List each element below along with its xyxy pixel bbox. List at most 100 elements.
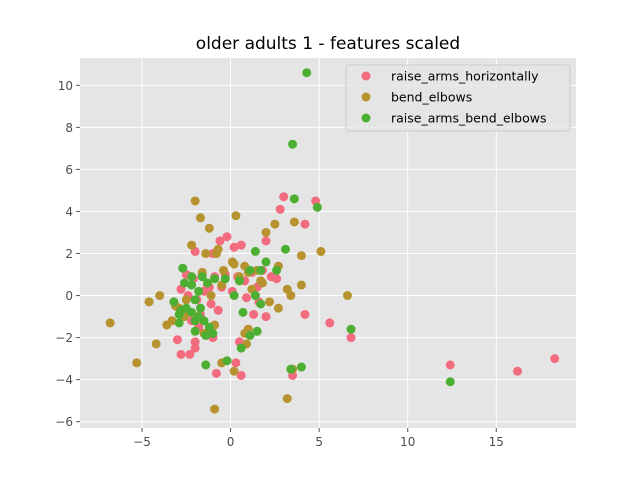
y-tick-label: −4 bbox=[55, 373, 73, 387]
x-tick-label: 15 bbox=[489, 435, 504, 449]
data-point bbox=[236, 370, 246, 380]
data-point bbox=[261, 257, 271, 267]
legend-box bbox=[345, 64, 571, 132]
y-tick-label: 0 bbox=[65, 289, 73, 303]
data-point bbox=[190, 343, 200, 353]
data-point bbox=[201, 249, 211, 259]
legend: raise_arms_horizontally bend_elbows raise_… bbox=[345, 64, 571, 132]
data-point bbox=[187, 280, 197, 290]
data-point bbox=[282, 394, 292, 404]
data-point bbox=[312, 202, 322, 212]
data-point bbox=[172, 335, 182, 345]
data-point bbox=[249, 309, 259, 319]
data-point bbox=[220, 274, 230, 284]
data-point bbox=[289, 217, 299, 227]
data-point bbox=[204, 223, 214, 233]
y-tick-label: −2 bbox=[55, 331, 73, 345]
data-point bbox=[273, 303, 283, 313]
data-point bbox=[203, 278, 213, 288]
data-point bbox=[256, 265, 266, 275]
data-point bbox=[245, 331, 255, 340]
data-point bbox=[187, 272, 197, 282]
y-tick-label: 4 bbox=[65, 205, 73, 219]
legend-label: raise_arms_horizontally bbox=[391, 69, 539, 84]
y-tick-label: 6 bbox=[65, 163, 73, 177]
data-point bbox=[252, 326, 262, 336]
data-point bbox=[174, 309, 184, 319]
data-point bbox=[280, 244, 290, 254]
data-point bbox=[238, 307, 248, 317]
data-points bbox=[105, 68, 560, 414]
data-point bbox=[279, 192, 289, 202]
data-point bbox=[190, 326, 200, 336]
data-point bbox=[270, 219, 280, 229]
data-point bbox=[155, 291, 165, 301]
data-point bbox=[242, 293, 252, 303]
data-point bbox=[250, 291, 260, 301]
data-point bbox=[236, 240, 246, 250]
data-point bbox=[195, 213, 205, 223]
data-point bbox=[176, 349, 186, 359]
data-point bbox=[197, 272, 207, 282]
data-point bbox=[342, 291, 352, 301]
data-point bbox=[174, 318, 184, 328]
data-point bbox=[265, 297, 275, 307]
data-point bbox=[190, 337, 200, 347]
y-tick-label: 8 bbox=[65, 121, 73, 135]
data-point bbox=[194, 286, 204, 296]
data-point bbox=[144, 297, 154, 307]
legend-label: bend_elbows bbox=[391, 90, 472, 105]
data-point bbox=[222, 356, 232, 366]
data-point bbox=[213, 244, 223, 254]
data-point bbox=[190, 196, 200, 206]
data-point bbox=[236, 343, 246, 353]
chart-title: older adults 1 - features scaled bbox=[196, 34, 460, 54]
data-point bbox=[231, 358, 241, 368]
x-tick-label: −5 bbox=[133, 435, 151, 449]
data-point bbox=[231, 211, 241, 221]
data-point bbox=[181, 303, 191, 313]
legend-marker bbox=[361, 92, 371, 102]
data-point bbox=[187, 240, 197, 250]
data-point bbox=[195, 303, 205, 313]
data-point bbox=[180, 278, 190, 288]
data-point bbox=[201, 331, 211, 340]
data-point bbox=[257, 278, 267, 288]
data-point bbox=[302, 68, 312, 78]
data-point bbox=[300, 219, 310, 229]
data-point bbox=[169, 297, 179, 307]
data-point bbox=[445, 377, 455, 387]
data-point bbox=[261, 312, 271, 322]
data-point bbox=[208, 328, 218, 338]
data-point bbox=[185, 349, 195, 359]
data-point bbox=[296, 251, 306, 261]
legend-marker bbox=[361, 71, 371, 81]
data-point bbox=[229, 242, 239, 252]
data-point bbox=[300, 309, 310, 319]
data-point bbox=[132, 358, 142, 368]
data-point bbox=[245, 265, 255, 275]
data-point bbox=[286, 364, 296, 374]
data-point bbox=[213, 305, 223, 315]
data-point bbox=[346, 324, 356, 334]
y-tick-label: −6 bbox=[55, 415, 73, 429]
data-point bbox=[215, 236, 225, 246]
data-point bbox=[346, 333, 356, 343]
data-point bbox=[227, 257, 237, 267]
data-point bbox=[210, 274, 220, 284]
data-point bbox=[289, 194, 299, 204]
data-point bbox=[201, 360, 211, 370]
y-axis-ticks: −6 −4 −2 0 2 4 6 8 10 bbox=[55, 79, 80, 429]
data-point bbox=[234, 276, 244, 286]
data-point bbox=[222, 232, 232, 242]
data-point bbox=[513, 366, 523, 376]
data-point bbox=[261, 227, 271, 237]
data-point bbox=[206, 299, 216, 309]
data-point bbox=[178, 263, 188, 273]
data-point bbox=[272, 274, 282, 284]
y-tick-label: 2 bbox=[65, 247, 73, 261]
data-point bbox=[275, 204, 285, 214]
x-tick-label: 5 bbox=[315, 435, 323, 449]
data-point bbox=[296, 362, 306, 372]
